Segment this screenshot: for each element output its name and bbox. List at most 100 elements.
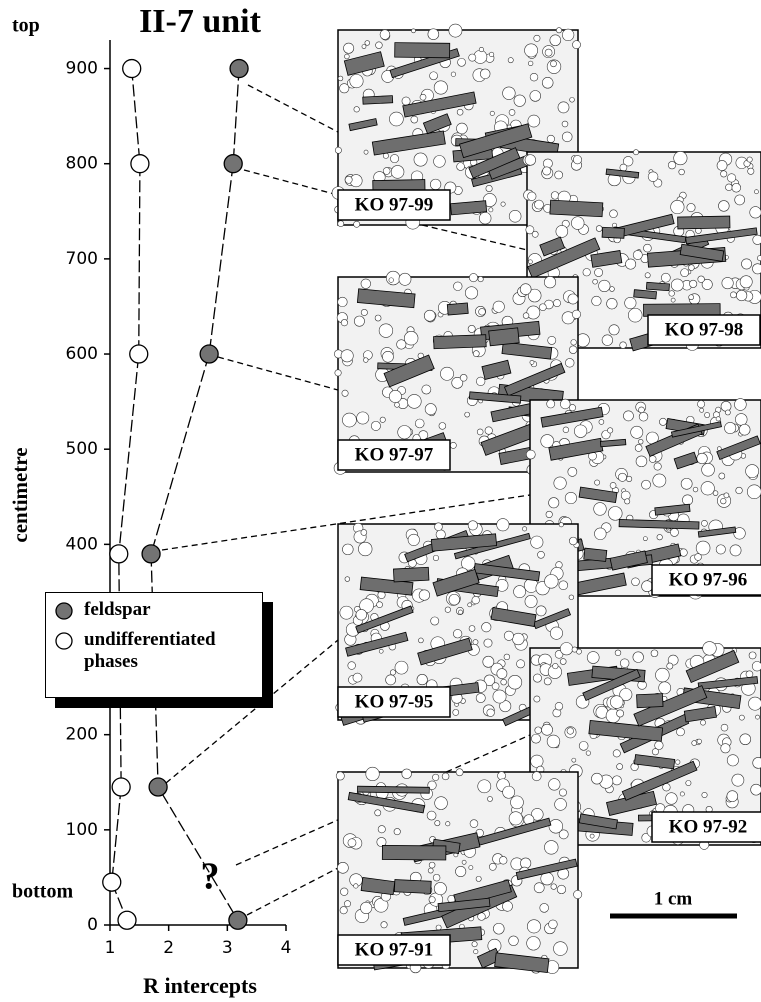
grain xyxy=(340,888,348,896)
grain xyxy=(686,780,691,785)
crystal xyxy=(393,567,429,582)
grain xyxy=(747,157,752,162)
grain xyxy=(616,710,623,717)
grain xyxy=(559,789,566,796)
grain xyxy=(754,190,758,194)
crystal xyxy=(394,880,431,894)
grain xyxy=(457,163,465,171)
grain xyxy=(596,226,602,232)
grain xyxy=(446,822,450,826)
grain xyxy=(503,87,516,100)
grain xyxy=(698,276,705,283)
grain xyxy=(509,109,515,115)
grain xyxy=(659,418,666,425)
grain xyxy=(386,271,400,285)
grain xyxy=(341,350,353,362)
grain xyxy=(621,491,630,500)
grain xyxy=(572,758,576,762)
grain xyxy=(757,255,761,260)
grain xyxy=(530,90,541,101)
point xyxy=(130,345,148,363)
grain xyxy=(422,385,431,394)
grain xyxy=(547,135,555,143)
grain xyxy=(532,772,541,781)
grain xyxy=(740,276,752,288)
grain xyxy=(661,273,670,282)
grain xyxy=(487,709,495,717)
grain xyxy=(681,269,689,277)
grain xyxy=(545,49,552,56)
grain xyxy=(493,923,504,934)
grain xyxy=(383,153,388,158)
grain xyxy=(716,545,725,554)
grain xyxy=(633,150,638,155)
grain xyxy=(633,250,642,259)
grain xyxy=(652,749,658,755)
grain xyxy=(536,606,546,616)
grain xyxy=(543,167,551,175)
grain xyxy=(407,394,421,408)
grain xyxy=(572,310,580,318)
grain xyxy=(457,109,463,115)
grain xyxy=(379,649,383,653)
grain xyxy=(485,427,493,435)
grain xyxy=(418,638,423,643)
x-tick-label: 3 xyxy=(222,938,233,958)
grain xyxy=(753,235,761,245)
grain xyxy=(361,309,367,315)
grain xyxy=(693,487,698,492)
grain xyxy=(594,503,607,516)
grain xyxy=(692,741,697,746)
grain xyxy=(570,97,575,102)
grain xyxy=(493,301,504,312)
grain xyxy=(469,273,477,281)
grain xyxy=(697,400,704,407)
grain xyxy=(501,202,505,206)
grain xyxy=(504,631,513,640)
grain xyxy=(730,292,736,298)
grain xyxy=(468,603,472,607)
point xyxy=(142,545,160,563)
grain xyxy=(721,724,728,731)
grain xyxy=(713,491,718,496)
grain xyxy=(633,652,644,663)
grain xyxy=(344,901,350,907)
grain xyxy=(360,902,371,913)
crystal xyxy=(395,43,450,58)
x-tick-label: 2 xyxy=(163,938,174,958)
grain xyxy=(449,24,462,37)
crystal xyxy=(602,227,624,238)
grain xyxy=(548,779,560,791)
grain xyxy=(465,412,470,417)
grain xyxy=(736,487,743,494)
grain xyxy=(468,325,475,332)
grain xyxy=(340,84,349,93)
grain xyxy=(523,313,529,319)
grain xyxy=(342,390,348,396)
grain xyxy=(335,370,341,376)
grain xyxy=(651,650,658,657)
point xyxy=(123,60,141,78)
grain xyxy=(727,791,738,802)
point xyxy=(110,545,128,563)
grain xyxy=(486,185,492,191)
grain xyxy=(725,410,730,415)
grain xyxy=(740,734,751,745)
grain xyxy=(425,404,436,415)
grain xyxy=(503,786,515,798)
y-tick-label: 0 xyxy=(87,915,98,935)
grain xyxy=(497,669,507,679)
grain xyxy=(568,294,578,304)
grain xyxy=(430,179,441,190)
grain xyxy=(735,195,745,205)
grain xyxy=(572,41,580,49)
grain xyxy=(354,107,360,113)
grain xyxy=(583,268,591,276)
grain xyxy=(489,863,496,870)
grain xyxy=(625,259,635,269)
grain xyxy=(556,225,568,237)
grain xyxy=(501,679,507,685)
grain xyxy=(342,544,353,555)
panels: KO 97-99KO 97-98KO 97-97KO 97-96KO 97-95… xyxy=(332,24,761,974)
top-label: top xyxy=(12,15,40,37)
